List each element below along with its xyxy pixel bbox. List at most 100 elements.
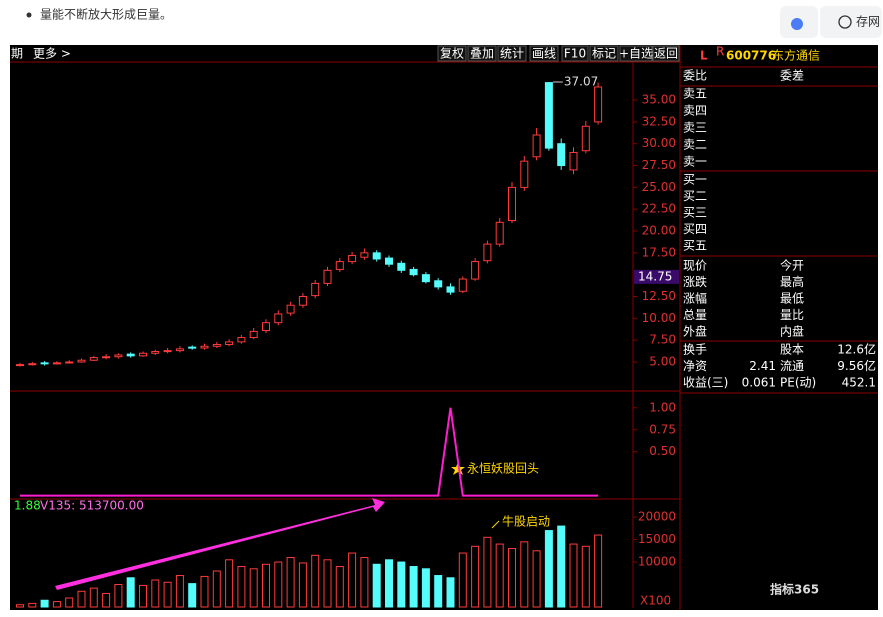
volume-bar bbox=[434, 575, 443, 608]
volume-bar bbox=[483, 536, 492, 608]
volume-bar bbox=[262, 563, 270, 608]
buy-label: 买一 bbox=[683, 173, 707, 187]
toolbar-label: 期 bbox=[11, 47, 23, 61]
candle-body bbox=[335, 261, 344, 270]
candle-body bbox=[471, 261, 480, 280]
volume-bar bbox=[311, 554, 320, 608]
volume-bar bbox=[126, 577, 135, 608]
candle-body bbox=[409, 268, 418, 276]
candle-body bbox=[311, 282, 320, 297]
candle-body bbox=[139, 352, 147, 357]
toolbar-button-label: 复权 bbox=[440, 47, 464, 61]
toolbar-button[interactable] bbox=[497, 45, 527, 62]
toolbar-button[interactable] bbox=[467, 45, 497, 62]
bullet bbox=[26, 12, 32, 18]
candle-body bbox=[237, 337, 246, 343]
y-tick-label: 7.50 bbox=[649, 333, 676, 347]
candle-body bbox=[581, 125, 590, 152]
candle-body bbox=[372, 252, 381, 260]
sell-label: 卖一 bbox=[683, 155, 707, 169]
signal-annotation: 永恒妖股回头 bbox=[467, 462, 539, 476]
candle-body bbox=[89, 357, 98, 361]
watermark: 指标365 bbox=[770, 582, 819, 597]
candle-body bbox=[52, 362, 61, 365]
volume-bar bbox=[581, 545, 590, 608]
candle-body bbox=[102, 356, 111, 359]
volume-bar bbox=[594, 534, 603, 608]
volume-bar bbox=[323, 559, 332, 608]
candle-body bbox=[544, 82, 553, 149]
candle-body bbox=[557, 143, 566, 167]
candle-body bbox=[434, 280, 443, 288]
candle-body bbox=[298, 295, 307, 306]
y-tick-label: 12.50 bbox=[642, 289, 676, 303]
volume-bar bbox=[335, 566, 344, 608]
volume-bar bbox=[212, 570, 221, 608]
y-tick-label: 25.00 bbox=[642, 180, 676, 194]
toolbar-button[interactable] bbox=[437, 45, 467, 62]
candle-body bbox=[286, 304, 295, 314]
head-label: 委差 bbox=[780, 69, 804, 83]
price-tag: 14.75 bbox=[638, 269, 672, 283]
y-tick-label: 35.00 bbox=[642, 93, 676, 107]
buy-label: 买四 bbox=[683, 222, 707, 236]
volume-bar bbox=[348, 552, 357, 608]
buy-label: 买二 bbox=[683, 189, 707, 203]
toolbar-button[interactable] bbox=[589, 45, 619, 62]
candle-body bbox=[28, 363, 37, 366]
volume-bar bbox=[114, 584, 123, 608]
candle-body bbox=[458, 278, 467, 292]
candle-body bbox=[520, 160, 529, 188]
volume-bar bbox=[544, 530, 553, 608]
candle-body bbox=[16, 364, 24, 367]
fund-value: 0.061 bbox=[742, 376, 776, 390]
buy-label: 买三 bbox=[683, 206, 707, 220]
volume-bar bbox=[175, 575, 184, 608]
candle-body bbox=[385, 257, 393, 265]
toolbar-button[interactable] bbox=[619, 45, 653, 62]
volume-bar bbox=[65, 597, 74, 608]
stat-label: 今开 bbox=[780, 258, 804, 273]
volume-bar bbox=[421, 568, 430, 608]
candle-body bbox=[262, 322, 270, 332]
stat-label: 现价 bbox=[683, 259, 707, 273]
fund-label: 换手 bbox=[683, 343, 707, 357]
volume-bar bbox=[520, 541, 529, 608]
candle-body bbox=[114, 354, 123, 358]
stat-label: 涨幅 bbox=[683, 291, 707, 306]
y-tick-label: 22.50 bbox=[642, 202, 676, 216]
candle-body bbox=[360, 252, 369, 258]
volume-bar bbox=[372, 563, 381, 608]
volume-bar bbox=[225, 559, 234, 608]
candle-body bbox=[508, 186, 516, 222]
volume-bar bbox=[28, 602, 37, 608]
fund-label: 股本 bbox=[780, 343, 804, 357]
volume-bar bbox=[495, 543, 504, 608]
candle-body bbox=[249, 330, 258, 339]
volume-bar bbox=[557, 525, 566, 608]
toolbar-button[interactable] bbox=[529, 45, 559, 62]
toolbar-button[interactable] bbox=[652, 45, 680, 62]
market: L bbox=[700, 49, 708, 63]
fund-label: 净资 bbox=[683, 359, 707, 373]
head-label: 委比 bbox=[683, 69, 707, 83]
sell-label: 卖五 bbox=[683, 87, 707, 101]
candle-body bbox=[348, 254, 357, 263]
volume-bar bbox=[286, 557, 295, 608]
volume-bar bbox=[40, 599, 49, 608]
toolbar-button-label: F10 bbox=[564, 47, 586, 61]
volume-bar bbox=[237, 566, 246, 608]
y-tick-label: 17.50 bbox=[642, 245, 676, 259]
y-tick-label: 5.00 bbox=[649, 354, 676, 368]
candle-body bbox=[483, 243, 492, 262]
toolbar-label[interactable]: 更多 > bbox=[33, 47, 71, 61]
toolbar-button[interactable] bbox=[561, 45, 589, 62]
volume-bar bbox=[446, 577, 455, 608]
fund-value: 9.56亿 bbox=[837, 358, 876, 373]
flag: R bbox=[716, 45, 724, 59]
volume-bar bbox=[249, 568, 258, 608]
candle-body bbox=[594, 86, 603, 123]
fund-label: 收益(三) bbox=[683, 376, 728, 390]
